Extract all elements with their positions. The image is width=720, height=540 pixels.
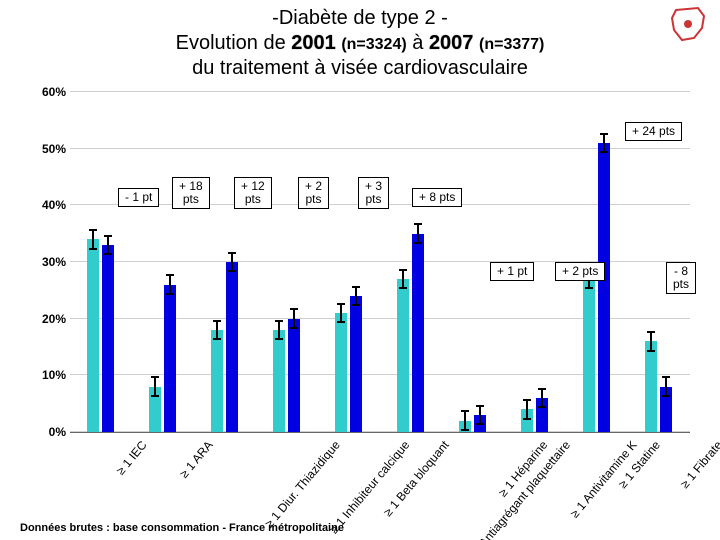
error-bar: [169, 274, 171, 294]
footer-note: Données brutes : base consommation - Fra…: [20, 522, 344, 534]
bar: [211, 330, 223, 432]
delta-label: + 2 pts: [555, 262, 605, 281]
error-bar: [464, 410, 466, 430]
bar-group: [327, 296, 370, 432]
y-tick-label: 50%: [42, 142, 66, 156]
delta-label: + 2pts: [298, 177, 329, 209]
delta-label: - 1 pt: [118, 188, 159, 207]
delta-label: + 12pts: [234, 177, 272, 209]
error-bar: [231, 252, 233, 272]
error-bar: [293, 308, 295, 328]
y-axis-labels: 0%10%20%30%40%50%60%: [30, 92, 70, 432]
y-tick-label: 40%: [42, 198, 66, 212]
y-tick-label: 20%: [42, 312, 66, 326]
bar: [660, 387, 672, 432]
title-line2a: Evolution de: [176, 32, 292, 54]
logo-france-icon: [668, 6, 708, 42]
bar: [645, 341, 657, 432]
bar: [459, 421, 471, 432]
title-line2b: à: [412, 32, 429, 54]
bar: [164, 285, 176, 432]
category-label: ≥ 1 Antiagrégant plaquettaire: [464, 438, 573, 540]
delta-label: + 8 pts: [412, 188, 462, 207]
title-n2: (n=3377): [479, 36, 544, 53]
error-bar: [216, 320, 218, 340]
gridline: [70, 91, 690, 92]
error-bar: [541, 388, 543, 408]
bar: [474, 415, 486, 432]
bar-group: [451, 415, 494, 432]
delta-label: + 1 pt: [490, 262, 534, 281]
y-tick-label: 60%: [42, 85, 66, 99]
bar: [598, 143, 610, 432]
error-bar: [479, 405, 481, 425]
bar-group: [141, 285, 184, 432]
title-line3: du traitement à visée cardiovasculaire: [192, 57, 528, 79]
error-bar: [107, 235, 109, 255]
error-bar: [278, 320, 280, 340]
delta-label: + 18pts: [172, 177, 210, 209]
bar: [288, 319, 300, 432]
y-tick-label: 0%: [49, 425, 66, 439]
bar: [536, 398, 548, 432]
category-label: ≥ 1 ARA: [177, 438, 216, 481]
category-label: ≥ 1 IEC: [113, 438, 149, 478]
error-bar: [355, 286, 357, 306]
category-label: ≥ 1 Diur. Thiazidique: [262, 438, 343, 531]
bar: [273, 330, 285, 432]
bar: [350, 296, 362, 432]
delta-label: - 8 pts: [666, 262, 696, 294]
error-bar: [665, 376, 667, 396]
y-tick-label: 10%: [42, 368, 66, 382]
bar: [412, 234, 424, 432]
delta-label: + 24 pts: [625, 122, 682, 141]
category-label: ≥ 1 Fibrate: [677, 438, 720, 491]
error-bar: [154, 376, 156, 396]
bar-group: [79, 239, 122, 432]
error-bar: [650, 331, 652, 351]
title-n1: (n=3324): [341, 36, 406, 53]
title-year1: 2001: [291, 32, 336, 54]
bar: [583, 279, 595, 432]
error-bar: [340, 303, 342, 323]
y-tick-label: 30%: [42, 255, 66, 269]
bar: [149, 387, 161, 432]
bar: [226, 262, 238, 432]
slide-title: -Diabète de type 2 - Evolution de 2001 (…: [0, 0, 720, 81]
plot-area: ≥ 1 IEC≥ 1 ARA≥ 1 Diur. Thiazidique≥ 1 I…: [70, 92, 690, 432]
error-bar: [526, 399, 528, 419]
chart: 0%10%20%30%40%50%60% ≥ 1 IEC≥ 1 ARA≥ 1 D…: [30, 92, 690, 432]
title-year2: 2007: [429, 32, 474, 54]
bar-group: [575, 143, 618, 432]
error-bar: [603, 133, 605, 153]
bar-group: [513, 398, 556, 432]
bar-group: [203, 262, 246, 432]
error-bar: [417, 223, 419, 243]
error-bar: [402, 269, 404, 289]
bar: [87, 239, 99, 432]
bar-group: [389, 234, 432, 432]
delta-label: + 3pts: [358, 177, 389, 209]
title-prefix: -Diabète de type 2 -: [272, 7, 448, 29]
bar-group: [265, 319, 308, 432]
bar: [521, 409, 533, 432]
bar: [335, 313, 347, 432]
error-bar: [92, 229, 94, 249]
bar: [397, 279, 409, 432]
bar: [102, 245, 114, 432]
bar-group: [637, 341, 680, 432]
